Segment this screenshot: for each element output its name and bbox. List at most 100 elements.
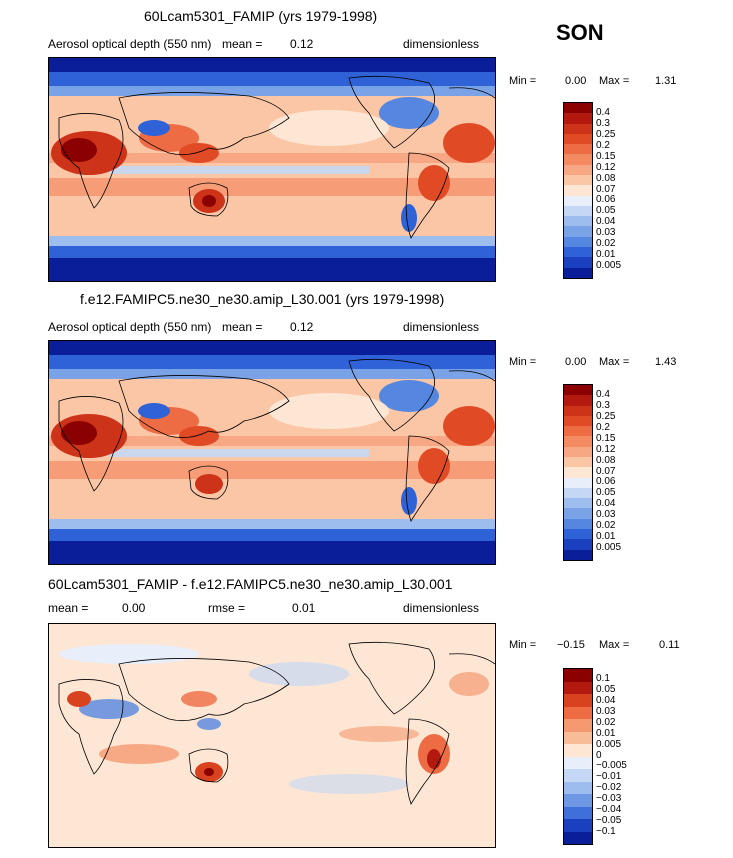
colorbar-tick-label: 0.15 bbox=[596, 150, 616, 162]
colorbar-tick-label: 0.01 bbox=[596, 531, 616, 543]
panel-2-colorbar bbox=[563, 384, 593, 561]
panel-1-title: 60Lcam5301_FAMIP (yrs 1979-1998) bbox=[144, 8, 378, 24]
panel-3-units: dimensionless bbox=[403, 601, 480, 615]
panel-1-min-label: Min = bbox=[509, 75, 537, 87]
colorbar-swatch bbox=[564, 103, 592, 114]
colorbar-tick-label: 0.05 bbox=[596, 205, 616, 217]
panel-1-map bbox=[48, 57, 496, 282]
panel-2-min-value: 0.00 bbox=[565, 356, 587, 368]
colorbar-swatch bbox=[564, 477, 592, 488]
colorbar-tick-label: 0.05 bbox=[596, 487, 616, 499]
colorbar-tick-label: 0.2 bbox=[596, 139, 610, 151]
colorbar-tick-label: 0.15 bbox=[596, 432, 616, 444]
colorbar-swatch bbox=[564, 267, 592, 278]
colorbar-tick-label: −0.005 bbox=[596, 760, 627, 772]
colorbar-tick-label: 0.03 bbox=[596, 227, 616, 239]
panel-3-mean-value: 0.00 bbox=[122, 601, 146, 615]
colorbar-tick-label: −0.02 bbox=[596, 782, 622, 794]
colorbar-swatch bbox=[564, 446, 592, 457]
colorbar-swatch bbox=[564, 819, 592, 832]
colorbar-swatch bbox=[564, 385, 592, 396]
panel-3-min-label: Min = bbox=[509, 639, 537, 651]
colorbar-tick-label: 0.12 bbox=[596, 443, 616, 455]
panel-3-rmse-value: 0.01 bbox=[292, 601, 316, 615]
colorbar-swatch bbox=[564, 756, 592, 769]
colorbar-tick-label: 0.02 bbox=[596, 716, 616, 728]
colorbar-tick-label: 0.04 bbox=[596, 216, 616, 228]
season-label: SON bbox=[556, 20, 604, 45]
colorbar-tick-label: 0.06 bbox=[596, 194, 616, 206]
colorbar-tick-label: 0.03 bbox=[596, 509, 616, 521]
colorbar-swatch bbox=[564, 744, 592, 757]
colorbar-tick-label: 0.005 bbox=[596, 260, 622, 272]
colorbar-tick-label: 0.07 bbox=[596, 183, 616, 195]
colorbar-swatch bbox=[564, 164, 592, 175]
panel-2-mean-value: 0.12 bbox=[290, 320, 314, 334]
panel-1-units: dimensionless bbox=[403, 37, 480, 51]
colorbar-swatch bbox=[564, 669, 592, 682]
colorbar-tick-label: −0.05 bbox=[596, 815, 622, 827]
panel-3-min-value: −0.15 bbox=[557, 639, 585, 651]
colorbar-swatch bbox=[564, 719, 592, 732]
colorbar-tick-label: 0.005 bbox=[596, 542, 622, 554]
panel-3-max-label: Max = bbox=[599, 639, 630, 651]
colorbar-swatch bbox=[564, 528, 592, 540]
colorbar-swatch bbox=[564, 831, 592, 844]
colorbar-tick-label: 0.01 bbox=[596, 727, 616, 739]
panel-1-colorbar bbox=[563, 102, 593, 279]
panel-2-min-label: Min = bbox=[509, 356, 537, 368]
colorbar-swatch bbox=[564, 794, 592, 807]
colorbar-swatch bbox=[564, 185, 592, 196]
colorbar-tick-label: 0.2 bbox=[596, 421, 610, 433]
colorbar-tick-label: 0.05 bbox=[596, 683, 616, 695]
colorbar-tick-label: 0.3 bbox=[596, 399, 610, 411]
colorbar-swatch bbox=[564, 694, 592, 707]
colorbar-tick-label: 0.25 bbox=[596, 410, 616, 422]
colorbar-tick-label: 0.02 bbox=[596, 520, 616, 532]
panel-3-rmse-label: rmse = bbox=[208, 601, 246, 615]
colorbar-swatch bbox=[564, 426, 592, 437]
panel-3-max-value: 0.11 bbox=[659, 639, 680, 651]
colorbar-swatch bbox=[564, 415, 592, 427]
panel-3-mean-label: mean = bbox=[48, 601, 89, 615]
panel-2-units: dimensionless bbox=[403, 320, 480, 334]
panel-1-min-value: 0.00 bbox=[565, 75, 587, 87]
colorbar-swatch bbox=[564, 539, 592, 550]
colorbar-tick-label: 0.25 bbox=[596, 128, 616, 140]
colorbar-tick-label: 0.08 bbox=[596, 172, 616, 184]
colorbar-swatch bbox=[564, 731, 592, 744]
colorbar-swatch bbox=[564, 806, 592, 819]
colorbar-tick-label: 0.1 bbox=[596, 672, 610, 684]
panel-1-field: Aerosol optical depth (550 nm) bbox=[48, 37, 212, 51]
colorbar-swatch bbox=[564, 154, 592, 165]
colorbar-tick-label: 0.06 bbox=[596, 476, 616, 488]
colorbar-swatch bbox=[564, 769, 592, 782]
colorbar-tick-label: 0.005 bbox=[596, 738, 622, 750]
colorbar-swatch bbox=[564, 123, 592, 134]
panel-2-max-value: 1.43 bbox=[655, 356, 677, 368]
colorbar-tick-label: 0.04 bbox=[596, 694, 616, 706]
panel-1-max-label: Max = bbox=[599, 75, 630, 87]
colorbar-swatch bbox=[564, 681, 592, 694]
panel-2-map bbox=[48, 340, 496, 565]
colorbar-tick-label: 0 bbox=[596, 749, 602, 761]
colorbar-tick-label: −0.01 bbox=[596, 771, 622, 783]
colorbar-swatch bbox=[564, 456, 592, 468]
colorbar-swatch bbox=[564, 395, 592, 406]
panel-2-field: Aerosol optical depth (550 nm) bbox=[48, 320, 212, 334]
colorbar-swatch bbox=[564, 467, 592, 478]
panel-3-colorbar bbox=[563, 668, 593, 845]
colorbar-tick-label: 0.07 bbox=[596, 465, 616, 477]
colorbar-swatch bbox=[564, 498, 592, 509]
panel-1-mean-label: mean = bbox=[222, 37, 263, 51]
colorbar-swatch bbox=[564, 549, 592, 560]
colorbar-swatch bbox=[564, 133, 592, 145]
colorbar-swatch bbox=[564, 195, 592, 206]
panel-2-mean-label: mean = bbox=[222, 320, 263, 334]
colorbar-tick-label: 0.3 bbox=[596, 117, 610, 129]
colorbar-swatch bbox=[564, 205, 592, 217]
colorbar-swatch bbox=[564, 436, 592, 447]
colorbar-swatch bbox=[564, 174, 592, 186]
colorbar-tick-label: 0.04 bbox=[596, 498, 616, 510]
colorbar-swatch bbox=[564, 246, 592, 258]
